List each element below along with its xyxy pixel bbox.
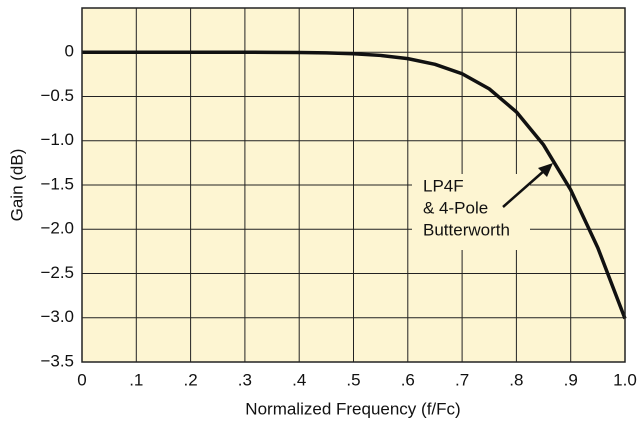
x-tick-label: .4 xyxy=(292,370,306,389)
x-tick-label: .9 xyxy=(564,370,578,389)
y-axis-title: Gain (dB) xyxy=(7,149,26,222)
x-tick-label: .6 xyxy=(401,370,415,389)
annotation-box xyxy=(412,174,530,250)
annotation-text: LP4F xyxy=(423,176,464,195)
y-tick-label: −2.5 xyxy=(40,263,74,282)
annotation-text: Butterworth xyxy=(423,220,510,239)
x-tick-label: .1 xyxy=(129,370,143,389)
annotation-arrow xyxy=(502,169,546,208)
y-tick-label: −0.5 xyxy=(40,86,74,105)
x-tick-label: .8 xyxy=(509,370,523,389)
y-tick-label: 0 xyxy=(65,42,74,61)
y-tick-label: −1.5 xyxy=(40,174,74,193)
x-axis-title: Normalized Frequency (f/Fc) xyxy=(245,399,460,418)
arrow-head xyxy=(538,163,553,177)
y-tick-label: −2.0 xyxy=(40,219,74,238)
y-tick-label: −3.5 xyxy=(40,351,74,370)
plot xyxy=(82,50,627,320)
x-tick-label: .3 xyxy=(238,370,252,389)
gain-curve xyxy=(82,50,627,320)
annotation-text: & 4-Pole xyxy=(423,198,488,217)
plot-border xyxy=(81,7,626,363)
y-tick-label: −1.0 xyxy=(40,130,74,149)
y-tick-label: −3.0 xyxy=(40,307,74,326)
x-tick-label: .2 xyxy=(184,370,198,389)
x-tick-label: .7 xyxy=(455,370,469,389)
x-tick-label: 1.0 xyxy=(613,370,637,389)
x-tick-label: 0 xyxy=(77,370,86,389)
x-tick-label: .5 xyxy=(346,370,360,389)
